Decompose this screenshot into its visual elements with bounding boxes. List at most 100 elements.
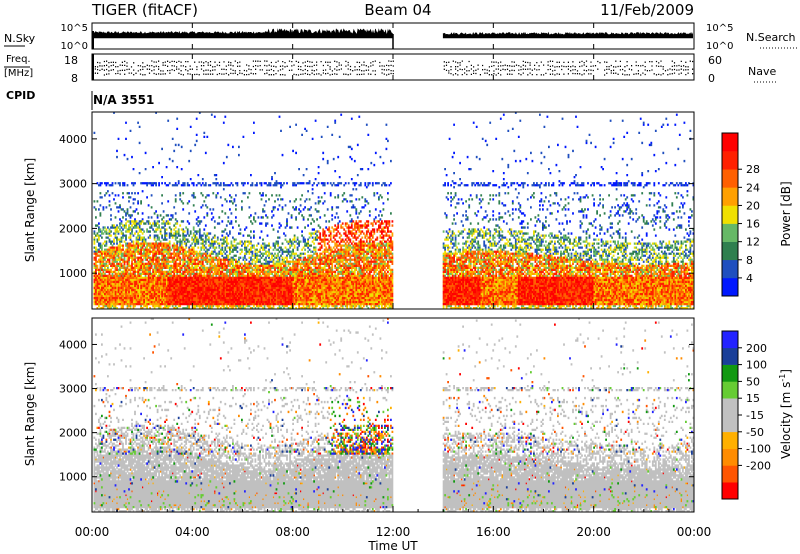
freq-panel: Freq. [MHz] 18 8 60 0 Nave [4,53,776,85]
freq-dots-row-1 [94,64,689,68]
velocity-colorbar: 200 100 50 15 -15 -50 -100 -200 Velocity [m s-1… [721,330,793,500]
vel-cbar-swatch-0 [722,482,738,500]
beam-title: Beam 04 [364,1,431,19]
power-colorbar-swatches [722,133,738,297]
power-cbar-tick-label-3: 16 [746,218,760,231]
power-cbar-tick-label-2: 12 [746,236,760,249]
velocity-ytick-label-1: 2000 [59,427,87,440]
power-panel: 1000 2000 3000 4000 Slant Range [km] [23,111,695,310]
vel-cbar-swatch-5 [722,398,738,416]
power-cbar-tick-label-0: 4 [746,272,753,285]
x-tick-label-2: 08:00 [275,525,310,539]
station-title: TIGER (fitACF) [91,1,198,19]
velocity-cells-level-4 [93,317,695,513]
x-axis-label: Time UT [367,539,418,553]
vel-cbar-tick-label-4: -15 [746,409,764,422]
velocity-ytick-label-0: 1000 [59,471,87,484]
vel-cbar-tick-label-0: 200 [746,342,767,355]
noise-right-tick-top: 10^5 [706,23,733,34]
noise-left-label: N.Sky [4,32,36,45]
vel-cbar-tick-label-1: 100 [746,359,767,372]
x-axis: 00:00 04:00 08:00 12:00 16:00 20:00 00:00 [75,23,712,539]
vel-cbar-tick-label-7: -200 [746,459,771,472]
vel-cbar-tick-label-5: -50 [746,426,764,439]
x-tick-label-3: 12:00 [376,525,411,539]
velocity-colorbar-label-end: ] [779,369,793,374]
vel-cbar-tick-label-2: 50 [746,375,760,388]
nave-right-label: Nave [748,65,776,78]
power-heatmap [93,111,695,310]
freq-trace [92,54,694,80]
power-y-axis: 1000 2000 3000 4000 [59,133,694,280]
velocity-ytick-label-2: 3000 [59,383,87,396]
power-ylabel: Slant Range [km] [23,158,37,262]
power-ytick-label-3: 4000 [59,133,87,146]
freq-left-label-1: Freq. [6,54,31,65]
power-ytick-label-2: 3000 [59,178,87,191]
vel-cbar-swatch-6 [722,381,738,399]
velocity-colorbar-label-main: Velocity [m s [779,382,793,459]
vel-cbar-swatch-3 [722,431,738,449]
vel-cbar-swatch-8 [722,347,738,365]
x-tick-label-6: 00:00 [677,525,712,539]
power-cells-level-7 [93,220,695,306]
vel-cbar-swatch-2 [722,448,738,466]
power-cbar-swatch-8 [722,133,738,152]
power-ytick-label-0: 1000 [59,267,87,280]
cpid-value: N/A 3551 [93,93,154,107]
power-cbar-swatch-1 [722,259,738,279]
power-cbar-swatch-3 [722,223,738,242]
noise-right-tick-bottom: 10^0 [706,41,733,52]
power-cells-level-2 [93,192,695,265]
power-colorbar-ticks: 4 8 12 16 20 24 28 [738,163,760,285]
velocity-ylabel: Slant Range [km] [23,362,37,466]
power-cbar-swatch-5 [722,187,738,206]
nave-right-tick-top: 60 [708,54,722,67]
noise-trace [92,28,693,49]
freq-dots-row-3 [92,72,694,76]
velocity-y-axis: 1000 2000 3000 4000 [59,338,694,484]
power-ytick-label-1: 2000 [59,222,87,235]
power-cells-level-4 [93,220,695,310]
power-cbar-swatch-6 [722,169,738,188]
cpid-label: CPID [6,89,35,102]
power-cbar-swatch-2 [722,241,738,261]
power-colorbar-frame [721,132,739,297]
x-tick-label-4: 16:00 [476,525,511,539]
x-tick-label-1: 04:00 [175,525,210,539]
power-cbar-tick-label-1: 8 [746,254,753,267]
power-cbar-swatch-7 [722,151,738,170]
vel-cbar-swatch-1 [722,465,738,483]
x-tick-label-5: 20:00 [576,525,611,539]
velocity-colorbar-label: Velocity [m s-1] [778,369,793,459]
nave-right-tick-bottom: 0 [708,72,715,85]
vel-cbar-tick-label-3: 15 [746,392,760,405]
power-cbar-tick-label-6: 28 [746,163,760,176]
velocity-heatmap [93,317,695,513]
noise-left-tick-top: 10^5 [61,23,88,34]
noise-right-label: N.Search [746,31,796,44]
vel-cbar-swatch-7 [722,364,738,382]
x-tick-label-0: 00:00 [75,525,110,539]
velocity-colorbar-swatches [722,331,738,500]
vel-cbar-swatch-9 [722,331,738,349]
power-cbar-tick-label-5: 24 [746,181,760,194]
power-colorbar: 4 8 12 16 20 24 28 Power [dB] [721,132,793,297]
noise-left-tick-bottom: 10^0 [61,41,88,52]
date-title: 11/Feb/2009 [600,1,694,19]
power-cells-level-0 [96,113,695,243]
power-cells-level-1 [93,111,695,265]
velocity-panel: 1000 2000 3000 4000 Slant Range [km] [23,317,695,513]
power-cells-level-5 [93,220,695,310]
freq-left-tick-bottom: 8 [71,72,78,85]
freq-dots-row-2 [92,68,694,72]
power-cells-level-8 [167,220,594,306]
power-colorbar-label: Power [dB] [779,181,793,246]
velocity-cells-level-6 [93,371,693,513]
velocity-colorbar-ticks: 200 100 50 15 -15 -50 -100 -200 [738,342,771,472]
freq-left-tick-top: 18 [64,54,78,67]
noise-sky-trace [93,28,693,39]
power-cbar-swatch-4 [722,205,738,224]
freq-left-label-2: [MHz] [4,68,33,79]
